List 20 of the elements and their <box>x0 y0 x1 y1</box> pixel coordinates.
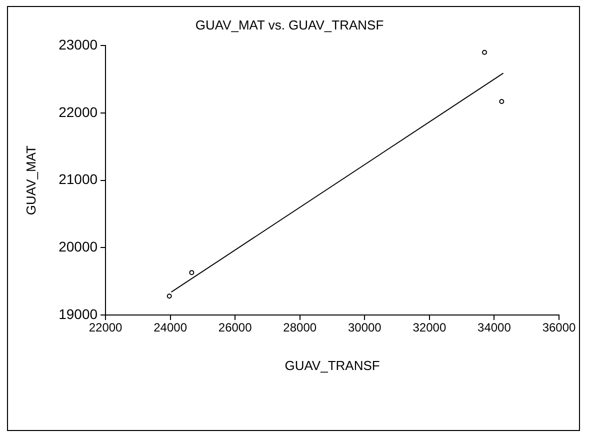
point <box>482 50 487 55</box>
x-tick-label: 30000 <box>348 320 382 335</box>
point <box>499 99 504 104</box>
x-tick-label: 24000 <box>154 320 188 335</box>
x-tick-label: 36000 <box>542 320 576 335</box>
y-tick-label: 21000 <box>58 171 98 188</box>
x-tick-label: 32000 <box>412 320 446 335</box>
x-axis-title: GUAV_TRANSF <box>284 358 380 373</box>
y-tick-label: 23000 <box>58 36 98 52</box>
y-tick-label: 22000 <box>58 104 98 120</box>
y-tick-label: 20000 <box>58 238 98 255</box>
chart-title: GUAV_MAT vs. GUAV_TRANSF <box>195 17 384 32</box>
y-axis-title: GUAV_MAT <box>23 145 38 216</box>
point <box>189 270 194 276</box>
x-tick-label: 34000 <box>478 320 512 335</box>
x-tick-label: 22000 <box>88 320 123 335</box>
x-tick-label: 26000 <box>218 320 252 335</box>
x-tick-label: 28000 <box>283 320 317 335</box>
y-tick-label: 19000 <box>58 306 98 322</box>
point <box>166 294 172 299</box>
